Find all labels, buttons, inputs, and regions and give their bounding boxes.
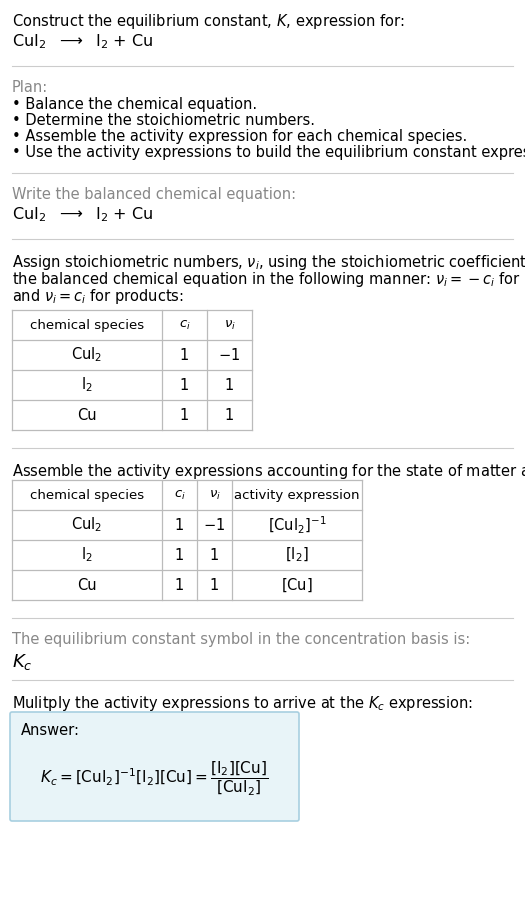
Text: $K_c = [\mathrm{CuI_2}]^{-1} [\mathrm{I_2}] [\mathrm{Cu}] = \dfrac{[\mathrm{I_2}: $K_c = [\mathrm{CuI_2}]^{-1} [\mathrm{I_… [40, 760, 269, 798]
Text: • Assemble the activity expression for each chemical species.: • Assemble the activity expression for e… [12, 129, 467, 144]
Text: • Determine the stoichiometric numbers.: • Determine the stoichiometric numbers. [12, 113, 315, 128]
Text: Answer:: Answer: [21, 723, 80, 738]
Text: $K_c$: $K_c$ [12, 652, 33, 672]
Text: CuI$_2$  $\longrightarrow$  I$_2$ + Cu: CuI$_2$ $\longrightarrow$ I$_2$ + Cu [12, 205, 153, 224]
Text: 1: 1 [175, 578, 184, 592]
Text: Write the balanced chemical equation:: Write the balanced chemical equation: [12, 187, 296, 202]
Text: Cu: Cu [77, 407, 97, 422]
Text: $-1$: $-1$ [203, 517, 226, 533]
Text: CuI$_2$: CuI$_2$ [71, 516, 103, 534]
Text: activity expression: activity expression [234, 489, 360, 502]
Text: the balanced chemical equation in the following manner: $\nu_i = -c_i$ for react: the balanced chemical equation in the fo… [12, 270, 525, 289]
Text: CuI$_2$  $\longrightarrow$  I$_2$ + Cu: CuI$_2$ $\longrightarrow$ I$_2$ + Cu [12, 32, 153, 51]
Text: 1: 1 [175, 548, 184, 563]
Text: Mulitply the activity expressions to arrive at the $K_c$ expression:: Mulitply the activity expressions to arr… [12, 694, 473, 713]
Text: • Use the activity expressions to build the equilibrium constant expression.: • Use the activity expressions to build … [12, 145, 525, 160]
Text: 1: 1 [180, 407, 189, 422]
Text: I$_2$: I$_2$ [81, 376, 93, 395]
Text: 1: 1 [225, 407, 234, 422]
Text: 1: 1 [225, 378, 234, 393]
Text: 1: 1 [180, 378, 189, 393]
Text: 1: 1 [210, 548, 219, 563]
Text: Assemble the activity expressions accounting for the state of matter and $\nu_i$: Assemble the activity expressions accoun… [12, 462, 525, 481]
Text: $[\mathrm{I_2}]$: $[\mathrm{I_2}]$ [285, 546, 309, 565]
Text: Assign stoichiometric numbers, $\nu_i$, using the stoichiometric coefficients, $: Assign stoichiometric numbers, $\nu_i$, … [12, 253, 525, 272]
Text: Cu: Cu [77, 578, 97, 592]
Text: $[\mathrm{Cu}]$: $[\mathrm{Cu}]$ [281, 577, 313, 594]
Text: 1: 1 [175, 517, 184, 532]
Text: $-1$: $-1$ [218, 347, 240, 363]
Text: 1: 1 [180, 347, 189, 362]
Text: Construct the equilibrium constant, $K$, expression for:: Construct the equilibrium constant, $K$,… [12, 12, 405, 31]
Text: The equilibrium constant symbol in the concentration basis is:: The equilibrium constant symbol in the c… [12, 632, 470, 647]
Text: and $\nu_i = c_i$ for products:: and $\nu_i = c_i$ for products: [12, 287, 184, 306]
Text: $c_i$: $c_i$ [174, 489, 185, 502]
Text: $c_i$: $c_i$ [178, 319, 191, 332]
Text: $[\mathrm{CuI_2}]^{-1}$: $[\mathrm{CuI_2}]^{-1}$ [268, 515, 326, 536]
Text: $\nu_i$: $\nu_i$ [208, 489, 220, 502]
Text: $\nu_i$: $\nu_i$ [224, 319, 236, 332]
FancyBboxPatch shape [10, 712, 299, 821]
Text: I$_2$: I$_2$ [81, 546, 93, 565]
Text: 1: 1 [210, 578, 219, 592]
Text: • Balance the chemical equation.: • Balance the chemical equation. [12, 97, 257, 112]
Text: CuI$_2$: CuI$_2$ [71, 346, 103, 364]
Text: Plan:: Plan: [12, 80, 48, 95]
Text: chemical species: chemical species [30, 319, 144, 332]
Text: chemical species: chemical species [30, 489, 144, 502]
